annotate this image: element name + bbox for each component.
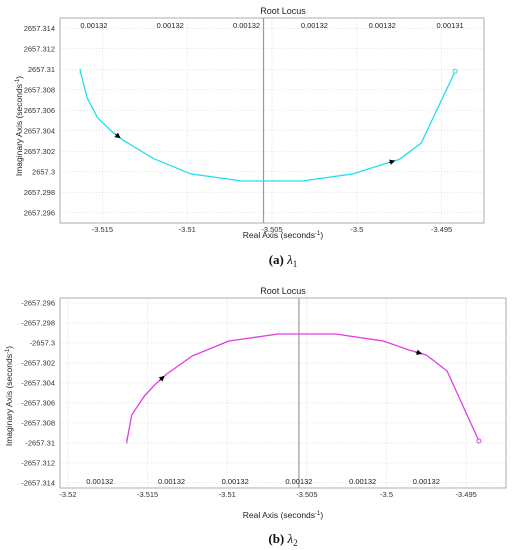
y-tick-label: 2657.31: [28, 65, 55, 74]
caption: (a) λ1: [269, 252, 298, 269]
y-tick-label: 2657.308: [24, 85, 55, 94]
y-tick-label: 2657.304: [24, 126, 55, 135]
x-tick-label: -3.515: [137, 490, 158, 499]
damping-label: 0.00132: [369, 21, 396, 30]
root-locus-chart-2: Root Locus Imaginary Axis (seconds-1) Re…: [4, 286, 507, 548]
y-tick-label: 2657.3: [32, 167, 55, 176]
plot-frame: [59, 17, 485, 224]
x-axis-label: Real Axis (seconds-1): [243, 230, 324, 240]
x-tick-label: -3.51: [179, 225, 196, 234]
damping-label: 0.00132: [80, 21, 107, 30]
plot-background: [60, 298, 506, 488]
x-tick-label: -3.505: [296, 490, 317, 499]
y-tick-label: 2657.312: [24, 44, 55, 53]
y-tick-label: -2657.314: [21, 479, 55, 488]
x-tick-label: -3.505: [261, 225, 282, 234]
damping-label: 0.00132: [349, 477, 376, 486]
y-tick-label: -2657.296: [21, 299, 55, 308]
y-axis-label: Imaginary Axis (seconds-1): [4, 346, 14, 446]
damping-label: 0.00132: [301, 21, 328, 30]
y-tick-label: 2657.314: [24, 24, 55, 33]
direction-arrow: [158, 375, 165, 382]
chart-title: Root Locus: [260, 286, 306, 296]
plot-area: [59, 17, 485, 224]
y-tick-label: 2657.298: [24, 188, 55, 197]
x-tick-label: -3.52: [59, 490, 76, 499]
damping-label: 0.00131: [437, 21, 464, 30]
plot-frame: [59, 297, 507, 489]
y-axis-label: Imaginary Axis (seconds-1): [14, 76, 24, 176]
x-tick-label: -3.495: [431, 225, 452, 234]
y-tick-label: 2657.306: [24, 106, 55, 115]
y-tick-label: -2657.302: [21, 359, 55, 368]
x-tick-label: -3.515: [92, 225, 113, 234]
damping-label: 0.00132: [157, 21, 184, 30]
y-tick-label: -2657.31: [25, 439, 55, 448]
direction-arrow: [114, 132, 121, 139]
caption: (b) λ2: [268, 531, 297, 548]
x-tick-label: -3.5: [350, 225, 363, 234]
damping-label: 0.00132: [222, 477, 249, 486]
damping-label: 0.00132: [86, 477, 113, 486]
end-marker: [476, 438, 482, 444]
plot-area: [59, 297, 507, 489]
y-tick-label: 2657.302: [24, 147, 55, 156]
y-tick-label: -2657.312: [21, 459, 55, 468]
damping-label: 0.00132: [413, 477, 440, 486]
y-tick-label: -2657.304: [21, 379, 55, 388]
x-axis-label: Real Axis (seconds-1): [243, 510, 324, 520]
y-tick-label: -2657.306: [21, 399, 55, 408]
x-tick-label: -3.495: [456, 490, 477, 499]
y-tick-label: 2657.296: [24, 208, 55, 217]
damping-label: 0.00132: [233, 21, 260, 30]
y-tick-label: -2657.3: [30, 339, 55, 348]
root-locus-chart-1: Root Locus Imaginary Axis (seconds-1) Re…: [14, 6, 485, 269]
damping-label: 0.00132: [158, 477, 185, 486]
y-tick-label: -2657.308: [21, 419, 55, 428]
direction-arrow: [415, 349, 423, 355]
end-marker: [452, 68, 458, 74]
direction-arrow: [388, 159, 396, 165]
chart-title: Root Locus: [260, 6, 306, 16]
x-tick-label: -3.5: [380, 490, 393, 499]
x-tick-label: -3.51: [219, 490, 236, 499]
damping-label: 0.00132: [285, 477, 312, 486]
y-tick-label: -2657.298: [21, 319, 55, 328]
